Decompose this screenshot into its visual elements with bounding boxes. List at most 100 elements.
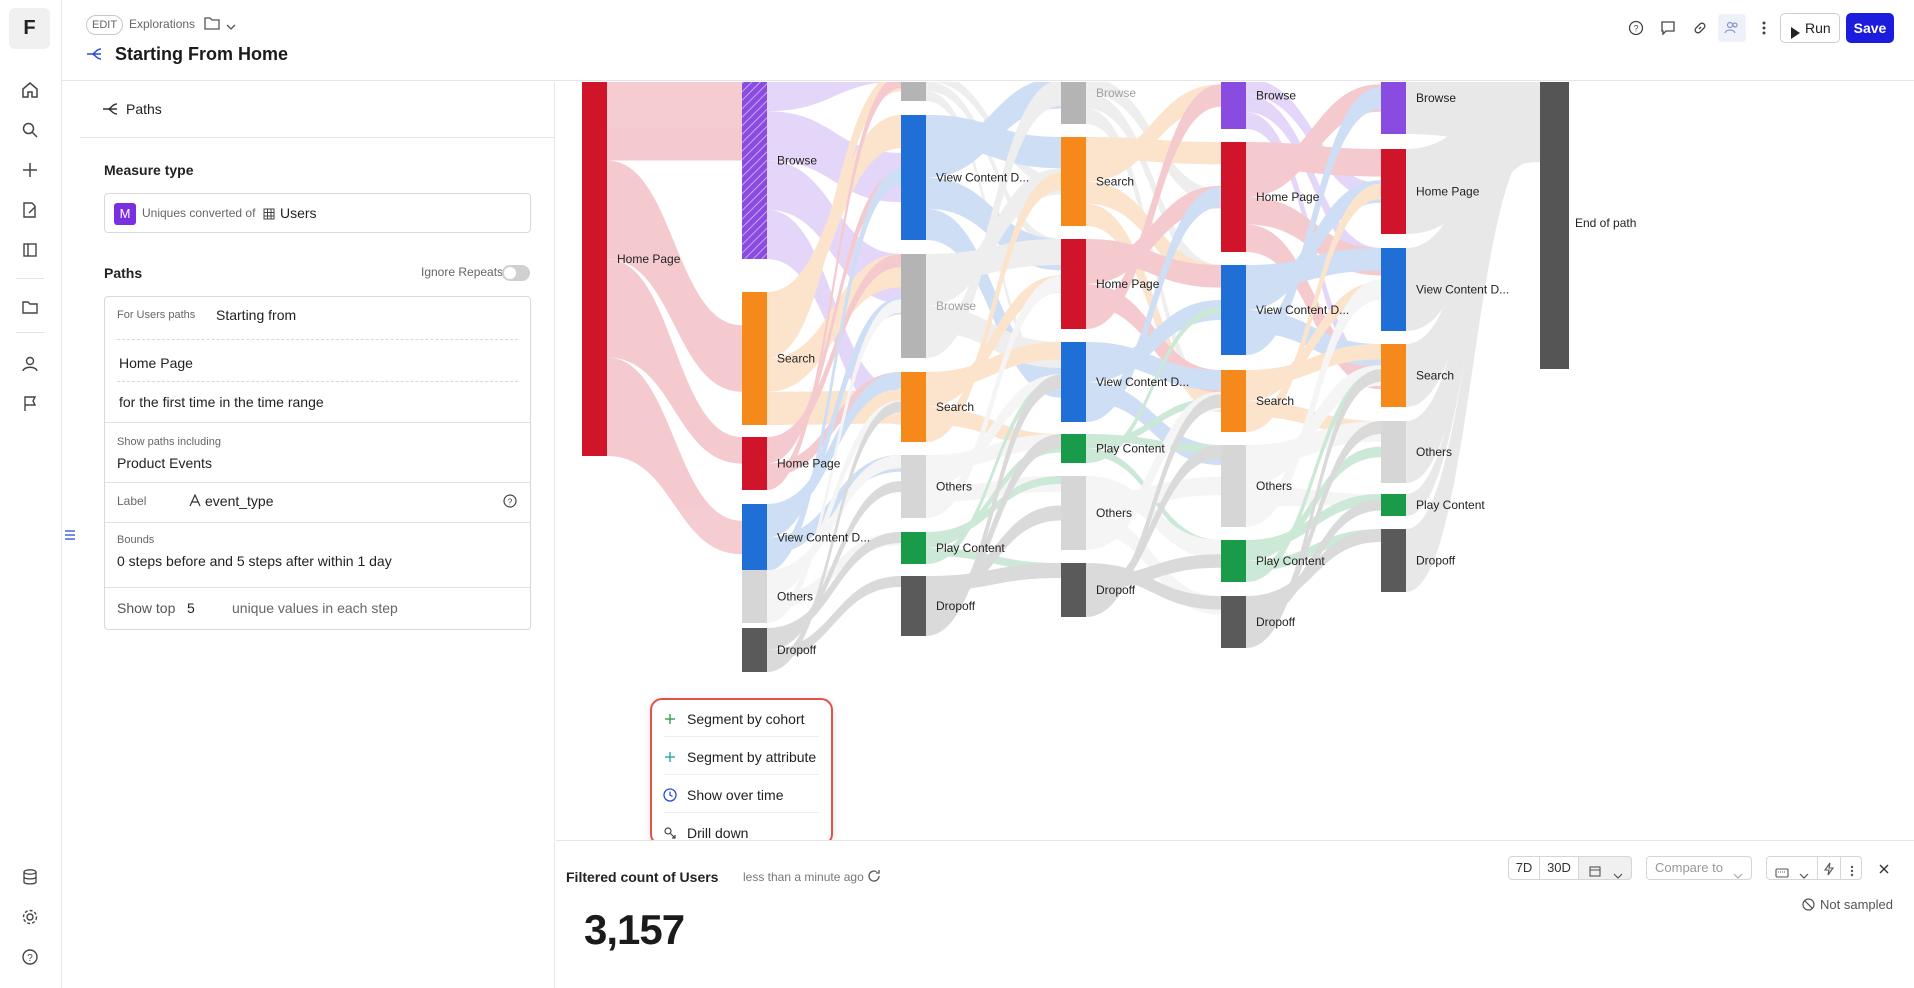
- folder-icon[interactable]: [204, 16, 220, 35]
- sankey-node[interactable]: [1061, 563, 1086, 617]
- show-top-input[interactable]: 5: [187, 600, 195, 616]
- help-icon[interactable]: ?: [503, 494, 517, 513]
- sankey-node[interactable]: [1221, 596, 1246, 648]
- collapse-panel-icon[interactable]: [64, 528, 76, 546]
- sankey-node[interactable]: [1540, 82, 1569, 369]
- sankey-node[interactable]: [582, 82, 607, 456]
- sankey-node[interactable]: [742, 292, 767, 425]
- starting-from-select[interactable]: Starting from: [216, 307, 297, 323]
- sankey-node[interactable]: [1221, 82, 1246, 129]
- flag-icon[interactable]: [18, 392, 42, 416]
- comment-icon[interactable]: [1656, 16, 1680, 40]
- sankey-node[interactable]: [742, 504, 767, 571]
- share-users-icon[interactable]: [1718, 14, 1746, 42]
- sankey-node[interactable]: [1061, 239, 1086, 329]
- sankey-node-label: View Content D...: [777, 531, 870, 545]
- sankey-nodes: Home Page Browse Search Home Page View Conte…: [582, 82, 1636, 672]
- book-icon[interactable]: [18, 238, 42, 262]
- range-30d-button[interactable]: 30D: [1539, 856, 1579, 880]
- sankey-node[interactable]: [1221, 265, 1246, 355]
- more-options-button[interactable]: [1840, 856, 1862, 880]
- sankey-node[interactable]: [1381, 149, 1406, 234]
- sankey-node[interactable]: [742, 437, 767, 490]
- range-7d-button[interactable]: 7D: [1508, 856, 1540, 880]
- save-button[interactable]: Save: [1846, 13, 1894, 43]
- sankey-link: [767, 82, 887, 112]
- user-icon[interactable]: [18, 352, 42, 376]
- show-over-time-item[interactable]: Show over time: [652, 776, 831, 814]
- sankey-node[interactable]: [901, 82, 926, 101]
- for-users-label: For Users paths: [117, 309, 196, 321]
- link-icon[interactable]: [1688, 16, 1712, 40]
- search-icon[interactable]: [18, 118, 42, 142]
- tab-paths[interactable]: Paths: [80, 82, 554, 138]
- sankey-node[interactable]: [742, 82, 767, 259]
- sankey-node[interactable]: [742, 628, 767, 672]
- segment-by-cohort-item[interactable]: Segment by cohort: [652, 700, 831, 738]
- sankey-node[interactable]: [1381, 344, 1406, 407]
- run-button[interactable]: Run: [1780, 13, 1840, 43]
- home-icon[interactable]: [18, 78, 42, 102]
- sankey-node[interactable]: [901, 532, 926, 564]
- sankey-node-label: Home Page: [1256, 190, 1320, 204]
- sankey-node[interactable]: [1381, 82, 1406, 134]
- measure-selector[interactable]: M Uniques converted of Users: [104, 193, 531, 233]
- drill-down-item[interactable]: Drill down: [652, 814, 831, 852]
- sankey-link: [926, 548, 1061, 571]
- sankey-node-label: Others: [1256, 479, 1292, 493]
- segment-by-attribute-item[interactable]: Segment by attribute: [652, 738, 831, 776]
- sankey-node[interactable]: [1061, 434, 1086, 463]
- sankey-node[interactable]: [1381, 494, 1406, 516]
- metric-value: 3,157: [584, 906, 685, 953]
- edit-badge[interactable]: EDIT: [86, 15, 124, 35]
- date-picker-button[interactable]: [1578, 856, 1632, 880]
- sankey-node[interactable]: [742, 570, 767, 623]
- lightning-button[interactable]: [1817, 856, 1841, 880]
- sankey-node[interactable]: [1221, 142, 1246, 252]
- edit-doc-icon[interactable]: [18, 198, 42, 222]
- sankey-node[interactable]: [901, 254, 926, 358]
- sankey-link: [767, 455, 901, 584]
- display-format-button[interactable]: [1766, 856, 1818, 880]
- sankey-node[interactable]: [1221, 540, 1246, 582]
- sankey-node[interactable]: [1381, 421, 1406, 483]
- breadcrumb[interactable]: Explorations: [129, 17, 196, 31]
- refresh-icon[interactable]: [866, 868, 882, 889]
- app-logo[interactable]: F: [9, 8, 50, 49]
- sankey-node[interactable]: [901, 576, 926, 636]
- start-event-select[interactable]: Home Page: [119, 355, 193, 371]
- sankey-node[interactable]: [901, 115, 926, 240]
- sankey-node[interactable]: [1061, 476, 1086, 550]
- help-icon[interactable]: ?: [1624, 16, 1648, 40]
- folder-icon[interactable]: [18, 295, 42, 319]
- bounds-value[interactable]: 0 steps before and 5 steps after within …: [117, 553, 392, 569]
- first-time-option[interactable]: for the first time in the time range: [119, 394, 324, 410]
- chevron-down-icon[interactable]: [226, 18, 236, 36]
- more-vertical-icon: [1850, 862, 1854, 884]
- sankey-node[interactable]: [1061, 137, 1086, 226]
- label-value-select[interactable]: event_type: [205, 493, 274, 509]
- rail-divider: [16, 278, 44, 279]
- help-icon[interactable]: ?: [18, 945, 42, 969]
- sankey-node-label: Play Content: [936, 541, 1005, 555]
- ignore-repeats-toggle[interactable]: [502, 265, 530, 281]
- sankey-node[interactable]: [1061, 342, 1086, 422]
- sankey-link: [926, 168, 1061, 306]
- sankey-node[interactable]: [1381, 529, 1406, 592]
- plus-icon[interactable]: [18, 158, 42, 182]
- sankey-node[interactable]: [1221, 445, 1246, 527]
- sankey-node[interactable]: [901, 372, 926, 442]
- product-events-select[interactable]: Product Events: [117, 455, 212, 471]
- close-icon[interactable]: [1878, 862, 1890, 880]
- sankey-node[interactable]: [1221, 370, 1246, 432]
- sankey-link: [1086, 391, 1221, 550]
- more-vertical-icon[interactable]: [1752, 16, 1776, 40]
- compare-to-select[interactable]: Compare to: [1646, 856, 1752, 880]
- sankey-node[interactable]: [1061, 82, 1086, 124]
- sankey-node[interactable]: [1381, 248, 1406, 331]
- database-icon[interactable]: [18, 865, 42, 889]
- gear-icon[interactable]: [18, 905, 42, 929]
- divider: [105, 522, 530, 523]
- sankey-node[interactable]: [901, 455, 926, 518]
- metric-panel: Filtered count of Users less than a minu…: [556, 840, 1914, 988]
